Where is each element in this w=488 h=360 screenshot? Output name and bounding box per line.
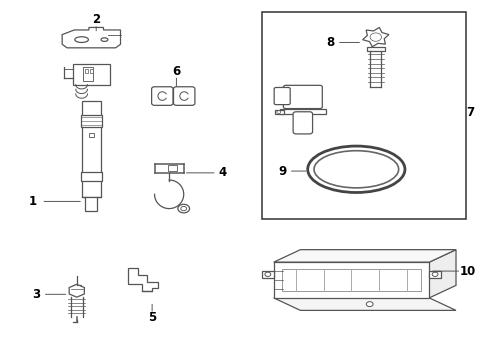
Bar bbox=[82, 101, 101, 197]
Bar bbox=[279, 109, 325, 114]
Circle shape bbox=[178, 204, 189, 213]
Bar bbox=[168, 165, 177, 171]
Bar bbox=[282, 269, 420, 292]
Text: 9: 9 bbox=[278, 165, 286, 177]
Polygon shape bbox=[273, 298, 455, 310]
Text: 8: 8 bbox=[326, 36, 334, 49]
FancyBboxPatch shape bbox=[292, 112, 312, 134]
Bar bbox=[81, 172, 102, 181]
FancyBboxPatch shape bbox=[173, 87, 195, 105]
Bar bbox=[84, 69, 88, 73]
Bar bbox=[273, 262, 428, 298]
Bar bbox=[274, 111, 283, 114]
Bar bbox=[81, 115, 102, 127]
Bar bbox=[82, 67, 93, 81]
Bar bbox=[366, 47, 384, 51]
FancyBboxPatch shape bbox=[274, 87, 289, 105]
Circle shape bbox=[181, 206, 186, 211]
Polygon shape bbox=[127, 267, 158, 292]
Bar bbox=[73, 285, 81, 289]
Polygon shape bbox=[273, 249, 455, 262]
Polygon shape bbox=[69, 284, 84, 297]
Circle shape bbox=[366, 302, 372, 307]
Ellipse shape bbox=[307, 146, 404, 193]
Text: 4: 4 bbox=[218, 166, 226, 179]
Text: 10: 10 bbox=[459, 265, 475, 278]
Text: 2: 2 bbox=[92, 13, 100, 27]
Bar bbox=[89, 133, 94, 137]
Polygon shape bbox=[362, 27, 388, 47]
Polygon shape bbox=[62, 27, 120, 48]
Circle shape bbox=[264, 272, 270, 276]
FancyBboxPatch shape bbox=[283, 85, 322, 109]
Bar bbox=[261, 12, 465, 219]
Circle shape bbox=[276, 111, 280, 113]
Text: 3: 3 bbox=[32, 288, 41, 301]
Bar bbox=[90, 69, 93, 73]
Bar bbox=[85, 197, 97, 211]
Ellipse shape bbox=[313, 151, 398, 188]
Text: 6: 6 bbox=[172, 64, 180, 77]
Bar bbox=[73, 64, 109, 85]
Polygon shape bbox=[428, 271, 441, 278]
Text: 7: 7 bbox=[466, 105, 474, 119]
Polygon shape bbox=[261, 271, 273, 278]
Ellipse shape bbox=[75, 37, 88, 42]
Circle shape bbox=[431, 272, 437, 276]
Ellipse shape bbox=[101, 38, 108, 41]
FancyBboxPatch shape bbox=[151, 87, 173, 105]
Circle shape bbox=[369, 33, 381, 41]
Text: 5: 5 bbox=[148, 311, 156, 324]
Text: 1: 1 bbox=[29, 195, 37, 208]
Polygon shape bbox=[428, 249, 455, 298]
